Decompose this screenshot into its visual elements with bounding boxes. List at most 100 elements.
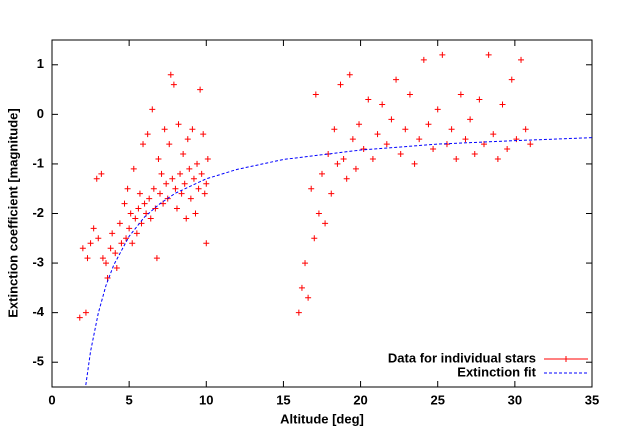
star-point: [153, 255, 160, 262]
star-point: [397, 151, 404, 158]
star-point: [178, 190, 185, 197]
star-point: [175, 121, 182, 128]
star-point: [453, 155, 460, 162]
star-point: [155, 155, 162, 162]
star-point: [98, 170, 105, 177]
y-tick-label: 0: [37, 106, 44, 121]
y-tick-label: -1: [32, 155, 44, 170]
star-point: [200, 131, 207, 138]
star-point: [322, 220, 329, 227]
star-point: [189, 126, 196, 133]
star-point: [90, 225, 97, 232]
star-point: [192, 210, 199, 217]
star-point: [308, 185, 315, 192]
star-point: [183, 215, 190, 222]
star-point: [147, 215, 154, 222]
star-point: [302, 260, 309, 267]
star-point: [167, 71, 174, 78]
star-point: [439, 51, 446, 58]
star-point: [82, 309, 89, 316]
fit-line: [85, 137, 592, 387]
star-point: [352, 165, 359, 172]
star-point: [315, 210, 322, 217]
star-point: [331, 126, 338, 133]
star-point: [312, 91, 319, 98]
star-point: [448, 126, 455, 133]
star-point: [140, 141, 147, 148]
star-point: [360, 146, 367, 153]
star-point: [177, 170, 184, 177]
star-point: [95, 235, 102, 242]
star-point: [476, 96, 483, 103]
star-point: [522, 126, 529, 133]
x-tick-label: 5: [126, 392, 133, 407]
star-point: [93, 175, 100, 182]
star-point: [379, 101, 386, 108]
star-point: [170, 81, 177, 88]
star-point: [490, 131, 497, 138]
star-point: [141, 200, 148, 207]
x-tick-label: 35: [585, 392, 599, 407]
star-point: [420, 56, 427, 63]
star-point: [194, 160, 201, 167]
star-point: [103, 260, 109, 267]
star-point: [76, 314, 83, 321]
star-point: [157, 190, 163, 197]
star-point: [416, 136, 423, 143]
star-point: [513, 136, 520, 143]
star-point: [173, 205, 180, 212]
legend-label: Data for individual stars: [388, 350, 536, 365]
legend-label: Extinction fit: [457, 364, 536, 379]
x-tick-label: 20: [353, 392, 367, 407]
y-tick-label: -2: [32, 205, 44, 220]
star-point: [123, 235, 130, 242]
star-point: [411, 160, 418, 167]
legend-swatch: [563, 356, 569, 362]
x-tick-label: 15: [276, 392, 290, 407]
star-point: [406, 91, 413, 98]
star-point: [127, 210, 134, 217]
star-point: [136, 190, 143, 197]
star-point: [135, 205, 142, 212]
star-point: [190, 175, 197, 182]
star-point: [298, 284, 305, 291]
star-point: [99, 255, 106, 262]
star-point: [305, 294, 312, 301]
star-point: [129, 240, 136, 247]
star-point: [144, 131, 151, 138]
y-tick-label: -5: [32, 354, 44, 369]
star-point: [113, 265, 120, 272]
star-point: [340, 155, 347, 162]
star-point: [319, 170, 325, 177]
plot-area: [76, 51, 592, 387]
star-point: [166, 141, 173, 148]
star-point: [201, 190, 208, 197]
star-point: [116, 220, 123, 227]
star-point: [112, 250, 119, 257]
star-point: [87, 240, 94, 247]
star-point: [467, 116, 474, 123]
star-point: [295, 309, 302, 316]
star-point: [161, 126, 168, 133]
star-point: [518, 56, 525, 63]
star-point: [152, 205, 159, 212]
star-point: [311, 235, 318, 242]
x-tick-label: 0: [48, 392, 55, 407]
star-point: [107, 245, 114, 252]
star-point: [146, 195, 153, 202]
star-point: [132, 215, 139, 222]
star-point: [203, 180, 210, 187]
star-point: [346, 71, 353, 78]
star-point: [457, 91, 464, 98]
star-point: [79, 245, 86, 252]
star-point: [197, 86, 204, 93]
star-point: [504, 146, 511, 153]
star-point: [172, 185, 179, 192]
star-point: [430, 146, 437, 153]
star-point: [198, 170, 205, 177]
star-point: [471, 151, 478, 158]
star-point: [187, 195, 194, 202]
star-point: [356, 121, 363, 128]
